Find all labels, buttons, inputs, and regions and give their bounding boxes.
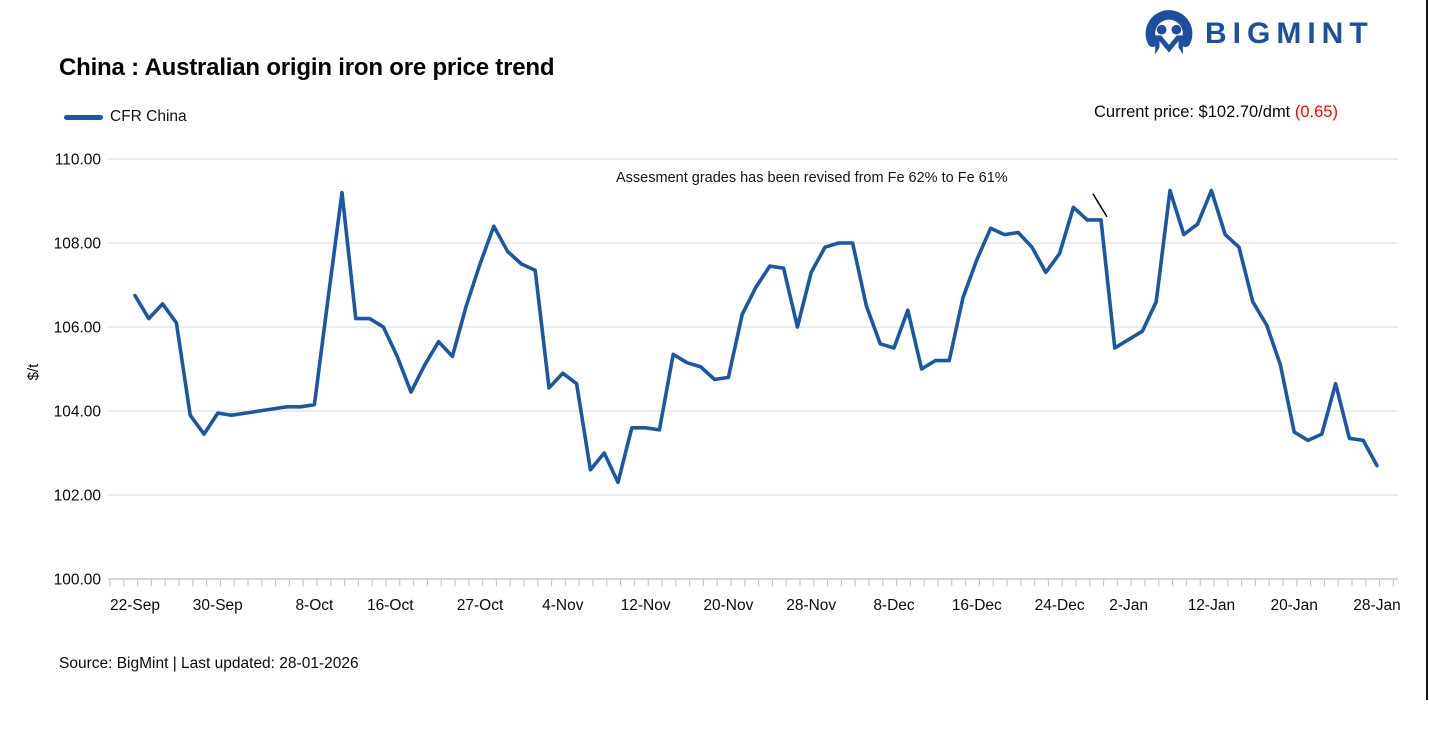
bigmint-logo-icon bbox=[1143, 6, 1195, 61]
x-axis-tick-label: 24-Dec bbox=[1035, 597, 1085, 614]
chart-title: China : Australian origin iron ore price… bbox=[59, 54, 555, 81]
chart-annotation-text: Assesment grades has been revised from F… bbox=[616, 170, 1008, 186]
legend-line-swatch bbox=[64, 114, 103, 120]
x-axis-tick-label: 28-Jan bbox=[1353, 597, 1400, 614]
bigmint-logo: BIGMINT bbox=[1143, 6, 1374, 61]
x-axis-tick-label: 27-Oct bbox=[457, 597, 504, 614]
y-axis-tick-label: 100.00 bbox=[54, 572, 102, 589]
chart-legend: CFR China bbox=[64, 108, 187, 126]
price-line-cfr-china bbox=[133, 188, 1379, 485]
x-axis-tick-label: 20-Jan bbox=[1270, 597, 1317, 614]
annotation-pointer-line bbox=[1092, 193, 1108, 218]
y-axis-tick-label: 110.00 bbox=[55, 152, 102, 169]
x-axis-tick-label: 22-Sep bbox=[110, 597, 160, 614]
bigmint-logo-wordmark: BIGMINT bbox=[1205, 16, 1374, 50]
x-axis-tick-label: 4-Nov bbox=[542, 597, 584, 614]
current-price-change: (0.65) bbox=[1294, 103, 1338, 121]
x-axis-tick-label: 12-Jan bbox=[1188, 597, 1235, 614]
x-axis-tick-label: 2-Jan bbox=[1109, 597, 1148, 614]
current-price-callout: Current price: $102.70/dmt (0.65) bbox=[1094, 103, 1338, 122]
current-price-text: Current price: $102.70/dmt bbox=[1094, 103, 1295, 121]
legend-series-label: CFR China bbox=[110, 108, 187, 125]
x-axis-tick-label: 28-Nov bbox=[786, 597, 836, 614]
x-axis-tick-label: 16-Dec bbox=[952, 597, 1002, 614]
source-caption: Source: BigMint | Last updated: 28-01-20… bbox=[59, 655, 359, 672]
y-axis-tick-label: 104.00 bbox=[54, 404, 102, 421]
y-axis-tick-label: 108.00 bbox=[54, 236, 102, 253]
x-axis-tick-label: 16-Oct bbox=[367, 597, 414, 614]
x-axis-tick-label: 20-Nov bbox=[703, 597, 753, 614]
y-axis-title: $/t bbox=[25, 363, 42, 381]
x-axis-tick-label: 8-Dec bbox=[873, 597, 915, 614]
x-axis-tick-label: 30-Sep bbox=[193, 597, 243, 614]
x-axis-tick-label: 8-Oct bbox=[295, 597, 334, 614]
x-axis-tick-label: 12-Nov bbox=[621, 597, 671, 614]
y-axis-tick-label: 106.00 bbox=[54, 320, 102, 337]
y-axis-tick-label: 102.00 bbox=[54, 488, 102, 505]
page-right-border bbox=[1426, 0, 1428, 700]
